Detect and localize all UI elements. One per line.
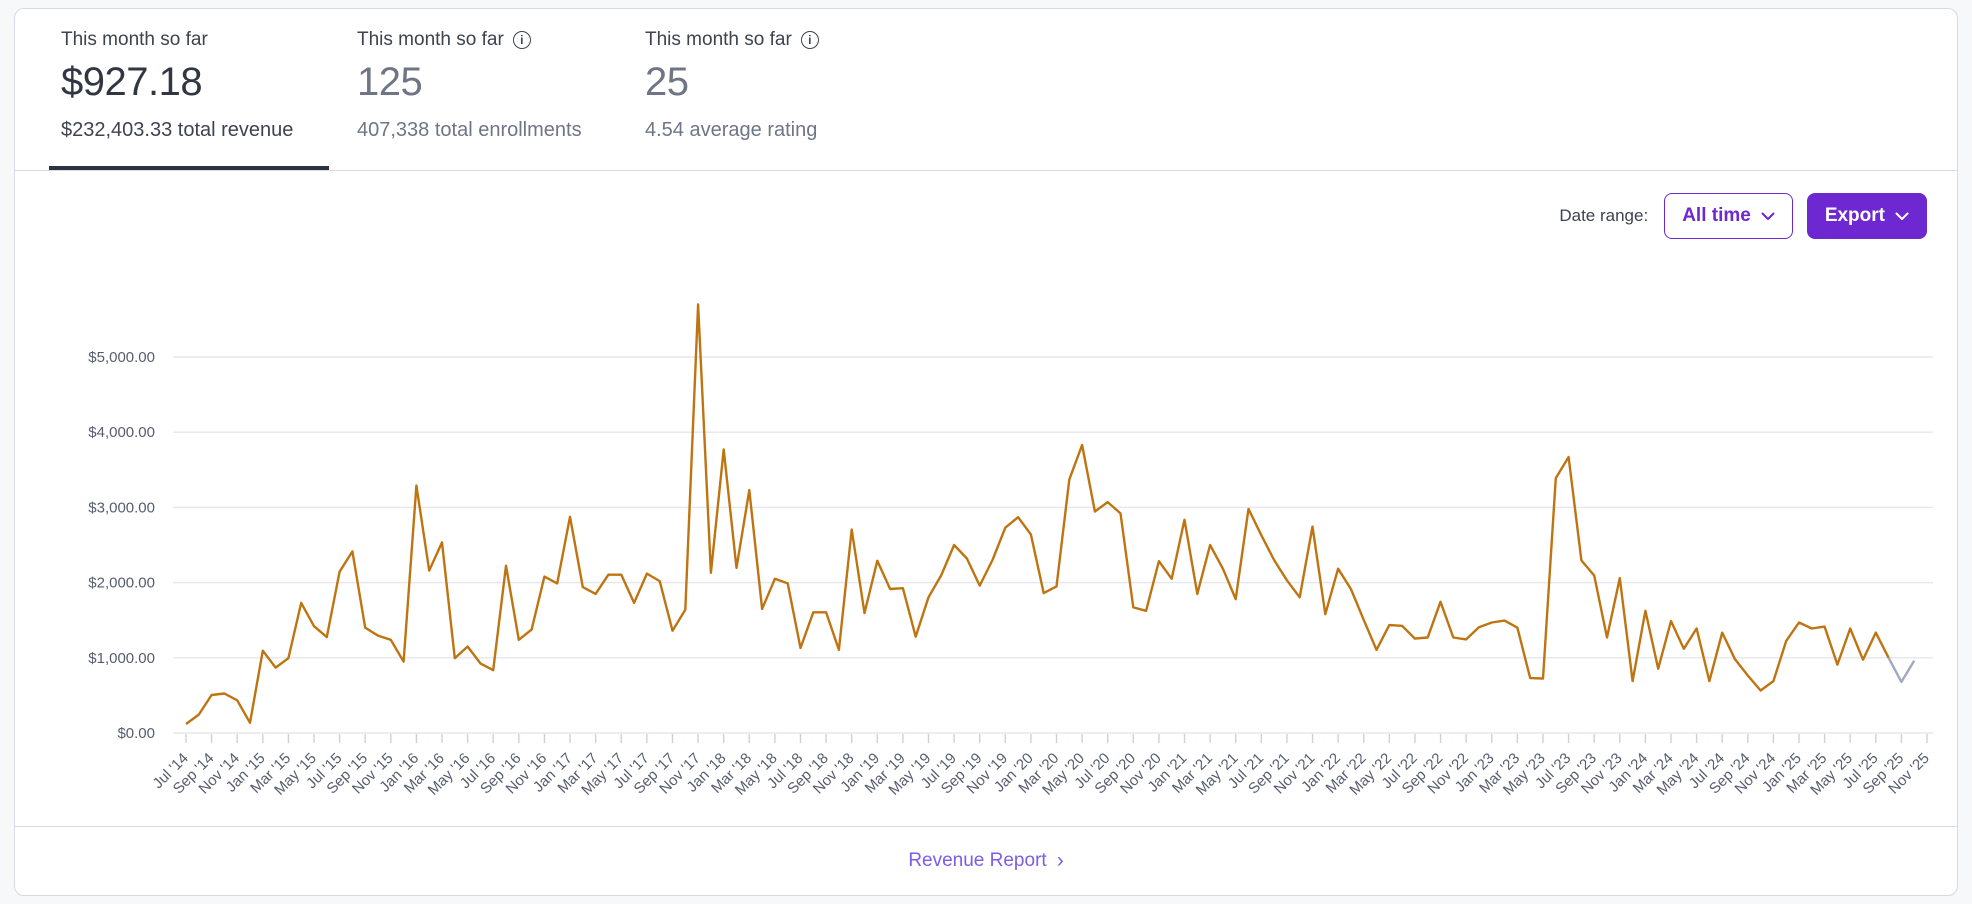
stat-value: 125 (357, 60, 423, 104)
footer: Revenue Report › (15, 827, 1957, 894)
stat-label: This month so far (61, 29, 208, 50)
revenue-report-link-label: Revenue Report (908, 849, 1047, 871)
svg-text:$0.00: $0.00 (117, 725, 155, 742)
stat-value: 25 (645, 60, 689, 104)
chart-controls: Date range: All time Export (1559, 193, 1927, 239)
revenue-chart: $5,000.00 $4,000.00 $3,000.00 $2,000.00 $1,0… (15, 239, 1955, 839)
chevron-down-icon (1761, 205, 1775, 227)
stat-card-enrollments[interactable]: This month so far i 125 407,338 total en… (345, 9, 617, 170)
dashboard-panel: This month so far $927.18 $232,403.33 to… (14, 8, 1958, 896)
revenue-report-link[interactable]: Revenue Report › (908, 850, 1063, 872)
stat-subtext: 4.54 average rating (645, 119, 818, 141)
revenue-line-chart-canvas: $5,000.00 $4,000.00 $3,000.00 $2,000.00 $1,0… (88, 303, 1933, 799)
stat-label: This month so far (645, 29, 792, 50)
svg-text:$5,000.00: $5,000.00 (88, 349, 155, 366)
stat-card-revenue[interactable]: This month so far $927.18 $232,403.33 to… (49, 9, 329, 170)
stat-card-rating[interactable]: This month so far i 25 4.54 average rati… (633, 9, 877, 170)
stat-subtext: $232,403.33 total revenue (61, 119, 294, 141)
export-button[interactable]: Export (1806, 193, 1927, 239)
info-icon[interactable]: i (512, 31, 531, 49)
chevron-down-icon (1895, 205, 1909, 227)
svg-text:$4,000.00: $4,000.00 (88, 424, 155, 441)
stat-subtext: 407,338 total enrollments (357, 119, 582, 141)
svg-text:$2,000.00: $2,000.00 (88, 575, 155, 592)
export-label: Export (1824, 205, 1885, 226)
svg-text:$3,000.00: $3,000.00 (88, 499, 155, 516)
date-range-value: All time (1682, 205, 1751, 226)
svg-text:$1,000.00: $1,000.00 (88, 650, 155, 667)
stats-row: This month so far $927.18 $232,403.33 to… (15, 9, 1957, 171)
info-icon[interactable]: i (800, 31, 819, 49)
footer-divider (15, 826, 1957, 827)
chevron-right-icon: › (1056, 849, 1064, 872)
date-range-dropdown[interactable]: All time (1664, 193, 1793, 239)
date-range-label: Date range: (1559, 206, 1649, 225)
stat-value: $927.18 (61, 60, 203, 104)
stat-label: This month so far (357, 29, 504, 50)
